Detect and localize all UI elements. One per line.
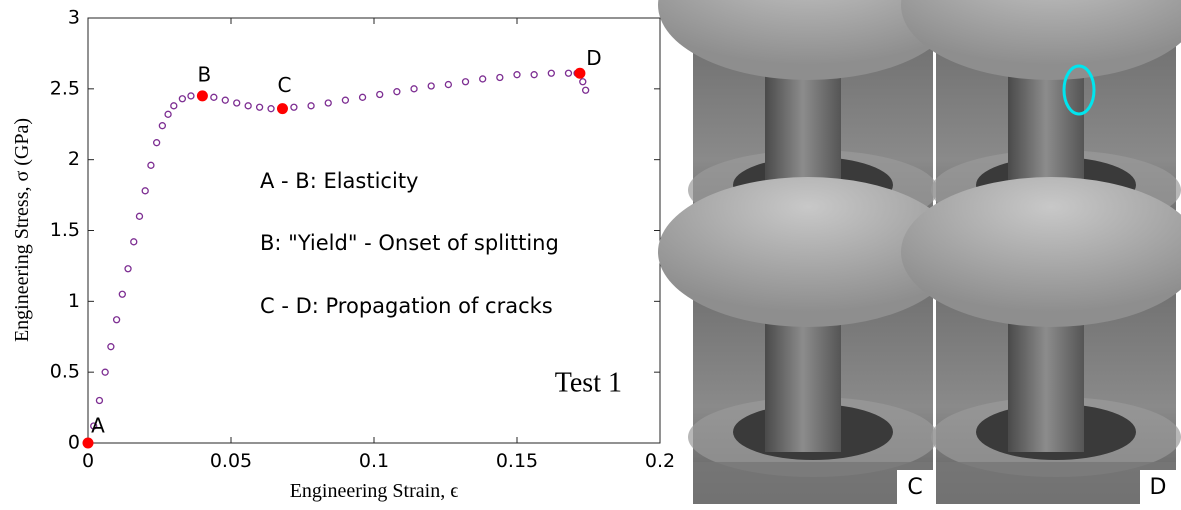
- x-tick-label: 0: [82, 450, 94, 472]
- data-point: [164, 110, 172, 118]
- data-point: [107, 343, 115, 351]
- plot-frame: [87, 17, 661, 444]
- pillar: [765, 302, 841, 452]
- data-point: [461, 78, 470, 86]
- x-axis-label: Engineering Strain, ϵ: [290, 480, 459, 502]
- x-tick-label: 0.05: [210, 450, 252, 472]
- data-point: [564, 69, 573, 77]
- data-point: [307, 102, 315, 110]
- substrate: [693, 462, 933, 504]
- y-tick-label: 2.5: [50, 77, 80, 99]
- annotation: A - B: Elasticity: [260, 169, 418, 193]
- data-point: [178, 95, 187, 103]
- data-point: [341, 96, 350, 104]
- data-point: [158, 122, 167, 130]
- data-point: [187, 92, 195, 100]
- data-point: [376, 90, 384, 99]
- key-point-label: C: [277, 73, 291, 97]
- data-point: [244, 102, 252, 110]
- data-point: [581, 86, 590, 94]
- data-point: [410, 85, 418, 93]
- key-point-label: D: [586, 46, 601, 70]
- y-tick-label: 0: [68, 432, 80, 454]
- indenter: [658, 177, 958, 327]
- annotation: C - D: Propagation of cracks: [260, 294, 553, 318]
- highlight-ellipse: [1062, 64, 1096, 116]
- data-point: [112, 316, 121, 324]
- key-point: [276, 103, 288, 115]
- data-point: [233, 99, 241, 107]
- y-tick-label: 0.5: [50, 361, 80, 383]
- data-point: [118, 290, 126, 298]
- data-point: [221, 96, 229, 104]
- data-point: [444, 80, 453, 89]
- data-point: [479, 75, 487, 83]
- y-axis-label: Engineering Stress, σ (GPa): [11, 118, 33, 342]
- key-point: [574, 67, 586, 79]
- panel-label: D: [1150, 475, 1167, 500]
- indenter: [901, 177, 1181, 327]
- data-point: [324, 99, 332, 107]
- y-tick-label: 2: [68, 148, 80, 170]
- indenter: [901, 0, 1181, 80]
- data-point: [255, 103, 264, 111]
- data-point: [393, 88, 401, 96]
- y-tick-label: 1: [68, 290, 80, 312]
- data-point: [358, 93, 367, 101]
- data-point: [427, 82, 435, 90]
- x-tick-label: 0.2: [645, 450, 675, 472]
- data-point: [90, 422, 98, 430]
- image-panel: C: [658, 177, 958, 504]
- key-point-label: B: [198, 62, 212, 86]
- data-point: [530, 71, 538, 79]
- data-point: [579, 78, 587, 86]
- panel-label-box: [1140, 470, 1176, 504]
- data-point: [290, 103, 298, 111]
- x-tick-label: 0.1: [359, 450, 389, 472]
- data-point: [170, 102, 178, 110]
- key-point: [196, 90, 208, 102]
- data-point: [496, 73, 504, 82]
- key-point-label: A: [91, 414, 105, 438]
- data-point: [147, 161, 155, 169]
- plot: Engineering Stress, σ (GPa) Engineering …: [11, 7, 675, 503]
- panel-label-box: [897, 470, 933, 504]
- annotation: B: "Yield" - Onset of splitting: [260, 231, 559, 255]
- data-point: [210, 93, 218, 101]
- panel-label: C: [907, 475, 922, 500]
- y-tick-label: 1.5: [50, 219, 80, 241]
- y-tick-label: 3: [68, 7, 80, 29]
- key-point: [82, 437, 94, 449]
- data-point: [513, 71, 521, 79]
- x-tick-label: 0.15: [496, 450, 538, 472]
- pillar: [1008, 302, 1084, 452]
- data-point: [152, 139, 161, 147]
- data-point: [124, 265, 132, 273]
- image-panel: D: [901, 177, 1181, 504]
- substrate: [936, 462, 1176, 504]
- data-point: [135, 212, 144, 220]
- data-point: [141, 187, 149, 195]
- indenter: [658, 0, 958, 80]
- data-point: [267, 105, 275, 113]
- data-point: [95, 396, 104, 405]
- data-point: [130, 238, 138, 246]
- data-point: [547, 69, 555, 77]
- test-label: Test 1: [555, 367, 622, 398]
- data-point: [101, 368, 109, 376]
